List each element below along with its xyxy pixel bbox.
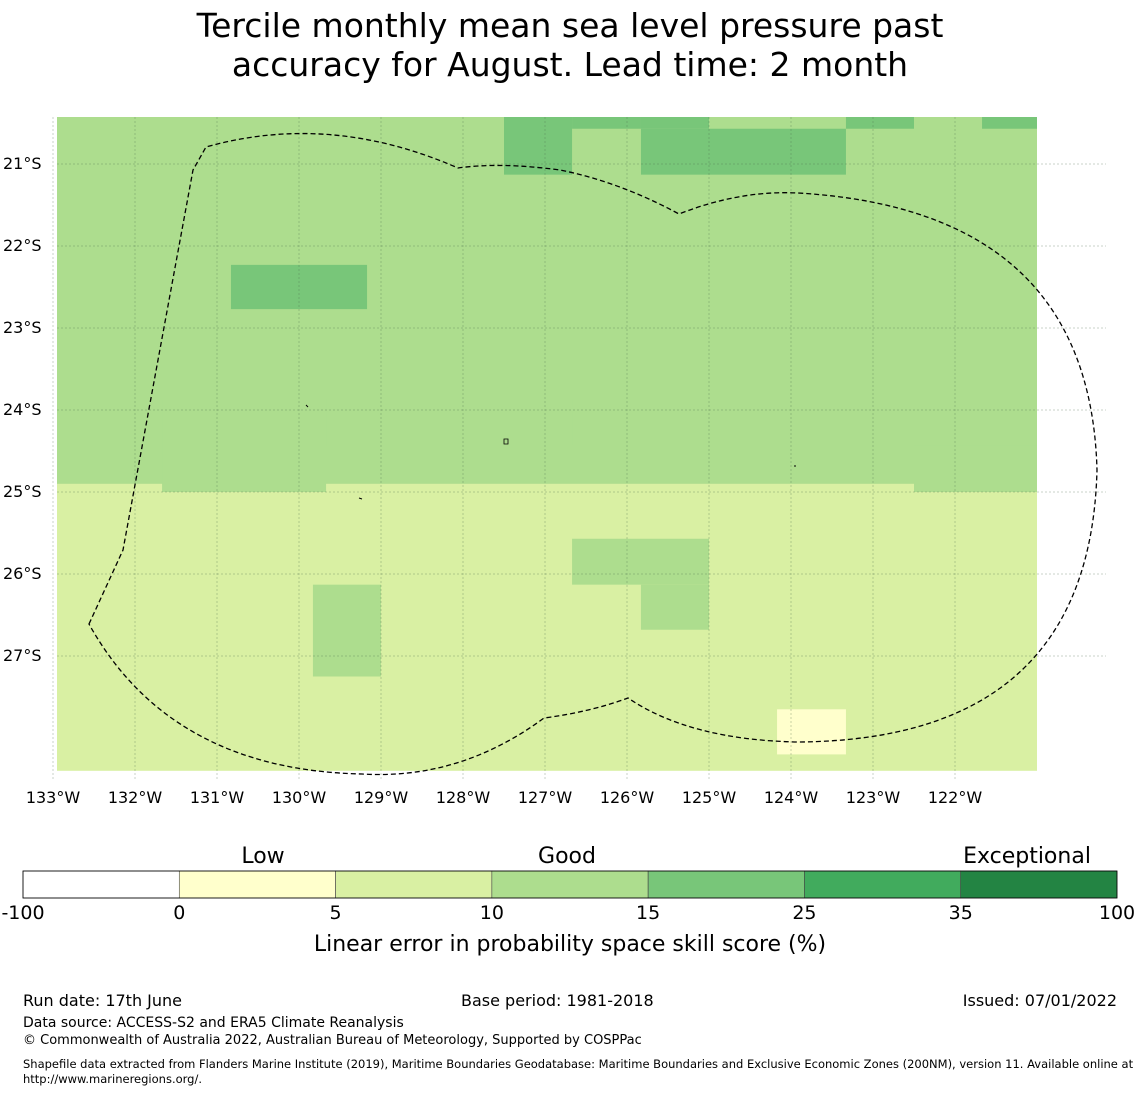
colorbar-category-label: Exceptional <box>963 844 1091 869</box>
skill-cell <box>640 584 709 630</box>
colorbar-tick-label: 5 <box>329 902 342 924</box>
island-mark <box>305 404 309 408</box>
latitude-label: 26°S <box>3 564 42 583</box>
latitude-label: 23°S <box>3 318 42 337</box>
colorbar-label: Linear error in probability space skill … <box>313 932 827 957</box>
skill-cell <box>162 399 327 492</box>
graticule <box>52 117 1106 781</box>
latitude-label: 25°S <box>3 482 42 501</box>
issued-date: Issued: 07/01/2022 <box>962 991 1117 1010</box>
skill-cell <box>572 399 1037 446</box>
longitude-label: 130°W <box>271 788 327 807</box>
run-date: Run date: 17th June <box>23 991 183 1010</box>
island-mark <box>503 438 509 445</box>
skill-cell <box>312 584 381 677</box>
shapefile-credit: Shapefile data extracted from Flanders M… <box>23 1057 1134 1086</box>
longitude-label: 126°W <box>599 788 655 807</box>
colorbar-swatch <box>335 870 493 899</box>
skill-cell <box>982 117 1037 129</box>
longitude-label: 124°W <box>763 788 819 807</box>
colorbar-swatch <box>178 870 336 899</box>
colorbar-tick-label: 15 <box>636 902 661 924</box>
base-period: Base period: 1981-2018 <box>461 991 654 1010</box>
colorbar-frame <box>22 870 1118 899</box>
longitude-label: 125°W <box>681 788 737 807</box>
skill-grid <box>57 117 1037 771</box>
longitude-label: 133°W <box>25 788 81 807</box>
copyright: © Commonwealth of Australia 2022, Austra… <box>23 1033 642 1048</box>
skill-cell <box>845 117 914 129</box>
island-mark <box>358 497 363 500</box>
skill-cell <box>640 117 709 129</box>
longitude-label: 131°W <box>189 788 245 807</box>
colorbar-swatch <box>491 870 649 899</box>
skill-cell <box>777 709 846 755</box>
latitude-label: 21°S <box>3 154 42 173</box>
data-source: Data source: ACCESS-S2 and ERA5 Climate … <box>23 1015 404 1031</box>
title-line-2: accuracy for August. Lead time: 2 month <box>231 45 909 84</box>
colorbar <box>22 870 1118 899</box>
colorbar-swatch <box>960 870 1118 899</box>
latitude-label: 27°S <box>3 646 42 665</box>
island-marks <box>305 404 796 500</box>
longitude-label: 132°W <box>107 788 163 807</box>
colorbar-category-label: Good <box>538 844 596 869</box>
longitude-label: 127°W <box>517 788 573 807</box>
map-title: Tercile monthly mean sea level pressure … <box>0 6 1140 84</box>
longitude-label: 123°W <box>845 788 901 807</box>
skill-cell <box>504 117 573 175</box>
colorbar-category-label: Low <box>241 844 285 869</box>
skill-cell <box>572 538 709 585</box>
colorbar-tick-label: 10 <box>479 902 504 924</box>
colorbar-tick-label: 35 <box>948 902 973 924</box>
skill-cell <box>572 117 641 129</box>
colorbar-swatch <box>804 870 962 899</box>
skill-cell <box>326 399 573 446</box>
colorbar-swatch <box>647 870 805 899</box>
colorbar-tick-label: 25 <box>792 902 817 924</box>
longitude-label: 122°W <box>927 788 983 807</box>
latitude-label: 22°S <box>3 236 42 255</box>
longitude-label: 128°W <box>435 788 491 807</box>
longitude-label: 129°W <box>353 788 409 807</box>
title-line-1: Tercile monthly mean sea level pressure … <box>196 6 944 45</box>
latitude-label: 24°S <box>3 400 42 419</box>
colorbar-tick-label: -100 <box>1 902 45 924</box>
colorbar-swatch <box>22 870 180 899</box>
colorbar-tick-label: 100 <box>1098 902 1136 924</box>
colorbar-tick-label: 0 <box>173 902 186 924</box>
skill-cell <box>914 445 1037 492</box>
skill-cell <box>640 128 846 175</box>
eez-boundary <box>88 132 1098 776</box>
